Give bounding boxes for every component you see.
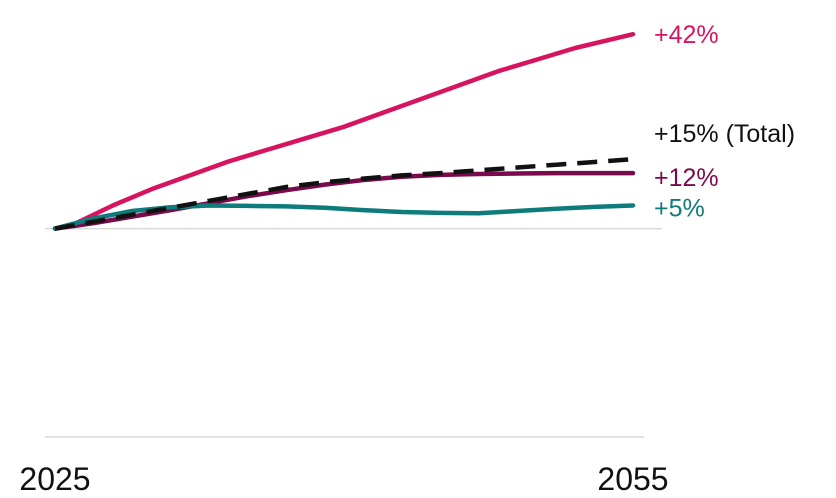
x-tick-label-2025: 2025	[19, 461, 90, 497]
series-end-label-0: +42%	[654, 21, 719, 49]
x-axis-ticks: 2025 2055	[19, 461, 668, 497]
x-tick-label-2055: 2055	[597, 461, 668, 497]
series-end-labels: +42% +15% (Total) +12%+5%	[654, 21, 795, 222]
series-end-label-3: +5%	[654, 194, 705, 222]
series-end-label-2: +12%	[654, 164, 719, 192]
series-line-0	[52, 31, 636, 231]
series-end-label-1: +15% (Total)	[654, 120, 795, 148]
gridlines	[45, 227, 662, 438]
series-lines	[52, 31, 636, 231]
series-line-1	[54, 156, 634, 231]
